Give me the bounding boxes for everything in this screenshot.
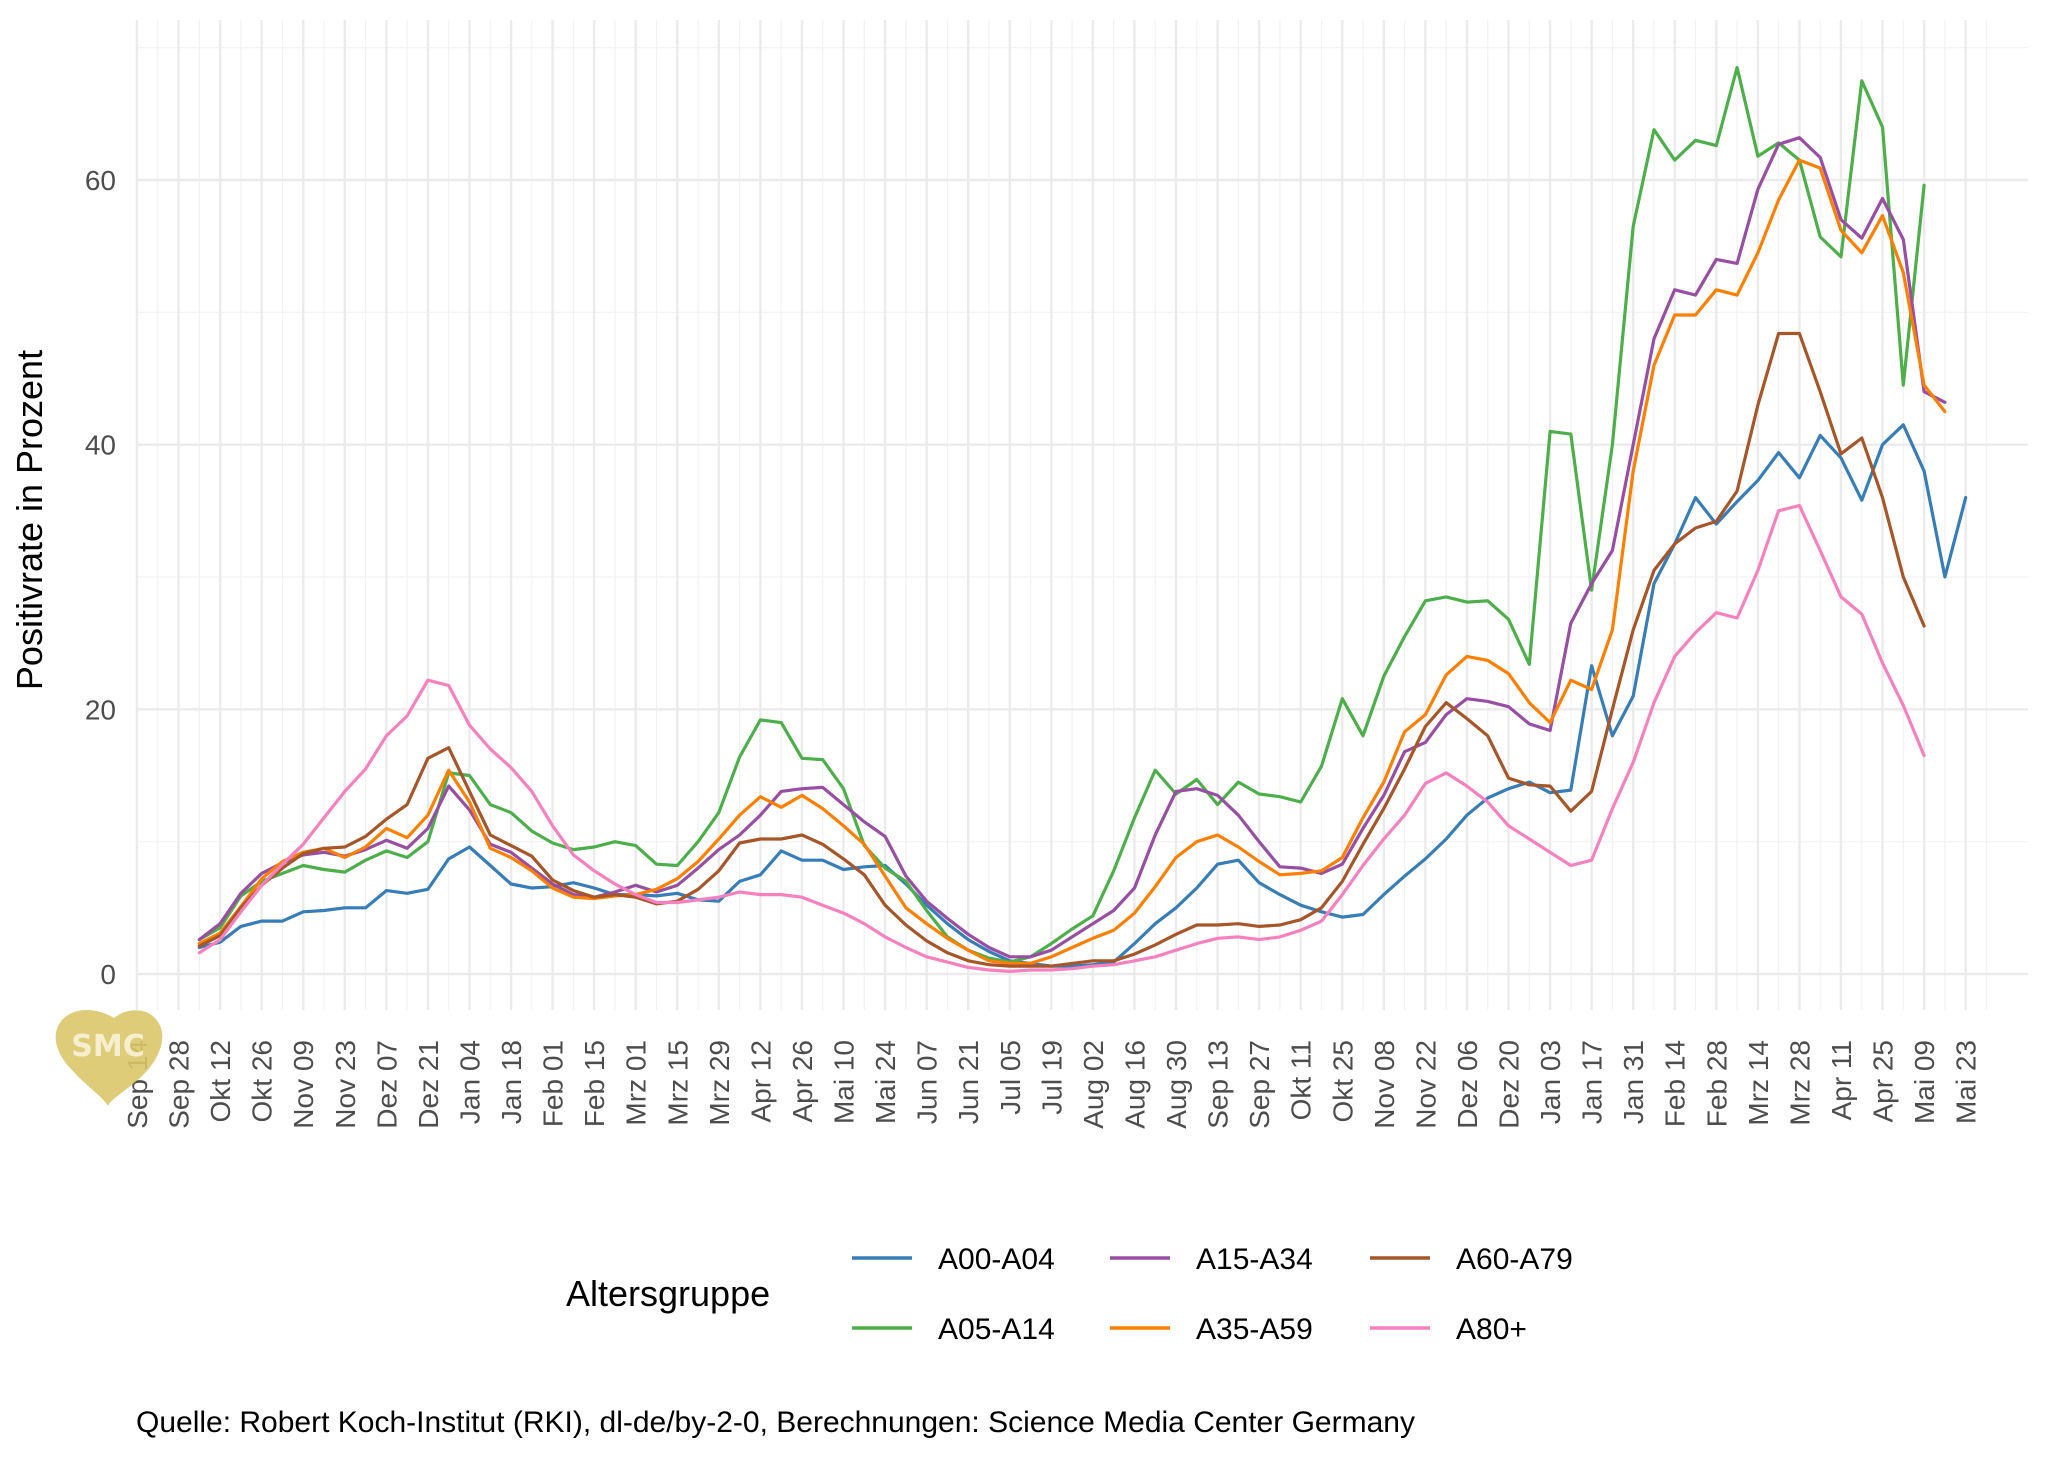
x-tick-label: Mrz 14 <box>1743 1040 1774 1126</box>
series-line-a05-a14 <box>197 65 1926 964</box>
x-tick-label: Mai 23 <box>1951 1040 1982 1124</box>
legend-label-a60-a79: A60-A79 <box>1456 1243 1573 1276</box>
x-tick-label: Feb 01 <box>538 1040 569 1127</box>
x-tick-label: Okt 11 <box>1286 1040 1317 1120</box>
x-tick-label: Mrz 28 <box>1784 1040 1815 1126</box>
series-line-a00-a04 <box>197 423 1968 968</box>
x-tick-label: Okt 12 <box>205 1040 236 1122</box>
x-tick-label: Nov 08 <box>1369 1040 1400 1129</box>
y-tick-label: 60 <box>85 165 116 196</box>
x-tick-label: Jul 05 <box>995 1040 1026 1115</box>
x-tick-label: Okt 25 <box>1327 1040 1358 1122</box>
legend-label-a05-a14: A05-A14 <box>938 1313 1055 1346</box>
x-tick-label: Aug 30 <box>1161 1040 1192 1129</box>
x-tick-label: Okt 26 <box>247 1040 278 1122</box>
x-tick-label: Apr 11 <box>1826 1040 1857 1120</box>
x-tick-label: Jan 17 <box>1577 1040 1608 1124</box>
x-tick-label: Jan 18 <box>496 1040 527 1124</box>
y-tick-label: 40 <box>85 430 116 461</box>
series-line-a60-a79 <box>197 331 1926 968</box>
smc-logo: SMC <box>55 1009 163 1106</box>
x-tick-label: Jun 07 <box>912 1040 943 1124</box>
x-tick-label: Sep 27 <box>1244 1040 1275 1129</box>
x-tick-label: Mai 10 <box>829 1040 860 1124</box>
grid <box>135 20 2028 1010</box>
series-line-a80+ <box>197 503 1926 974</box>
y-axis-title: Positivrate in Prozent <box>9 350 50 690</box>
x-tick-label: Jan 04 <box>454 1040 485 1124</box>
series-lines <box>197 65 1968 974</box>
x-tick-label: Mrz 15 <box>662 1040 693 1126</box>
x-tick-label: Sep 13 <box>1203 1040 1234 1129</box>
x-tick-label: Dez 07 <box>371 1040 402 1129</box>
legend-label-a00-a04: A00-A04 <box>938 1243 1055 1276</box>
y-axis-ticks: 0 20 40 60 <box>85 165 116 990</box>
legend-label-a15-a34: A15-A34 <box>1196 1243 1313 1276</box>
x-tick-label: Mrz 29 <box>704 1040 735 1126</box>
caption: Quelle: Robert Koch-Institut (RKI), dl-d… <box>136 1406 1415 1439</box>
y-tick-label: 20 <box>85 694 116 725</box>
smc-logo-shape <box>55 1009 163 1106</box>
x-tick-label: Dez 21 <box>413 1040 444 1129</box>
x-tick-label: Dez 20 <box>1493 1040 1524 1129</box>
x-tick-label: Nov 23 <box>330 1040 361 1129</box>
x-tick-label: Aug 16 <box>1119 1040 1150 1129</box>
x-tick-label: Jan 03 <box>1535 1040 1566 1124</box>
x-tick-label: Aug 02 <box>1078 1040 1109 1129</box>
x-tick-label: Mai 09 <box>1909 1040 1940 1124</box>
x-tick-label: Feb 28 <box>1701 1040 1732 1127</box>
x-tick-label: Mai 24 <box>870 1040 901 1124</box>
x-tick-label: Mrz 01 <box>621 1040 652 1126</box>
smc-logo-text: SMC <box>71 1029 144 1064</box>
x-tick-label: Jul 19 <box>1036 1040 1067 1115</box>
series-line-a15-a34 <box>197 136 1947 959</box>
x-tick-label: Apr 26 <box>787 1040 818 1123</box>
legend-title: Altersgruppe <box>566 1273 770 1314</box>
legend-label-a35-a59: A35-A59 <box>1196 1313 1313 1346</box>
legend: Altersgruppe A00-A04 A05-A14 A15-A34 A35-A5… <box>566 1243 1573 1346</box>
x-tick-label: Feb 15 <box>579 1040 610 1127</box>
x-tick-label: Jan 31 <box>1618 1040 1649 1124</box>
x-tick-label: Feb 14 <box>1660 1040 1691 1127</box>
x-axis-ticks: Sep 14 Sep 28 Okt 12 Okt 26 Nov 09 Nov 23 Dez … <box>122 1040 1982 1129</box>
x-tick-label: Jun 21 <box>953 1040 984 1124</box>
x-tick-label: Apr 12 <box>745 1040 776 1123</box>
legend-label-a80+: A80+ <box>1456 1313 1527 1346</box>
x-tick-label: Sep 28 <box>164 1040 195 1129</box>
x-tick-label: Nov 09 <box>288 1040 319 1129</box>
y-tick-label: 0 <box>100 959 116 990</box>
x-tick-label: Apr 25 <box>1868 1040 1899 1123</box>
x-tick-label: Nov 22 <box>1410 1040 1441 1129</box>
series-line-a35-a59 <box>197 158 1947 966</box>
x-tick-label: Dez 06 <box>1452 1040 1483 1129</box>
